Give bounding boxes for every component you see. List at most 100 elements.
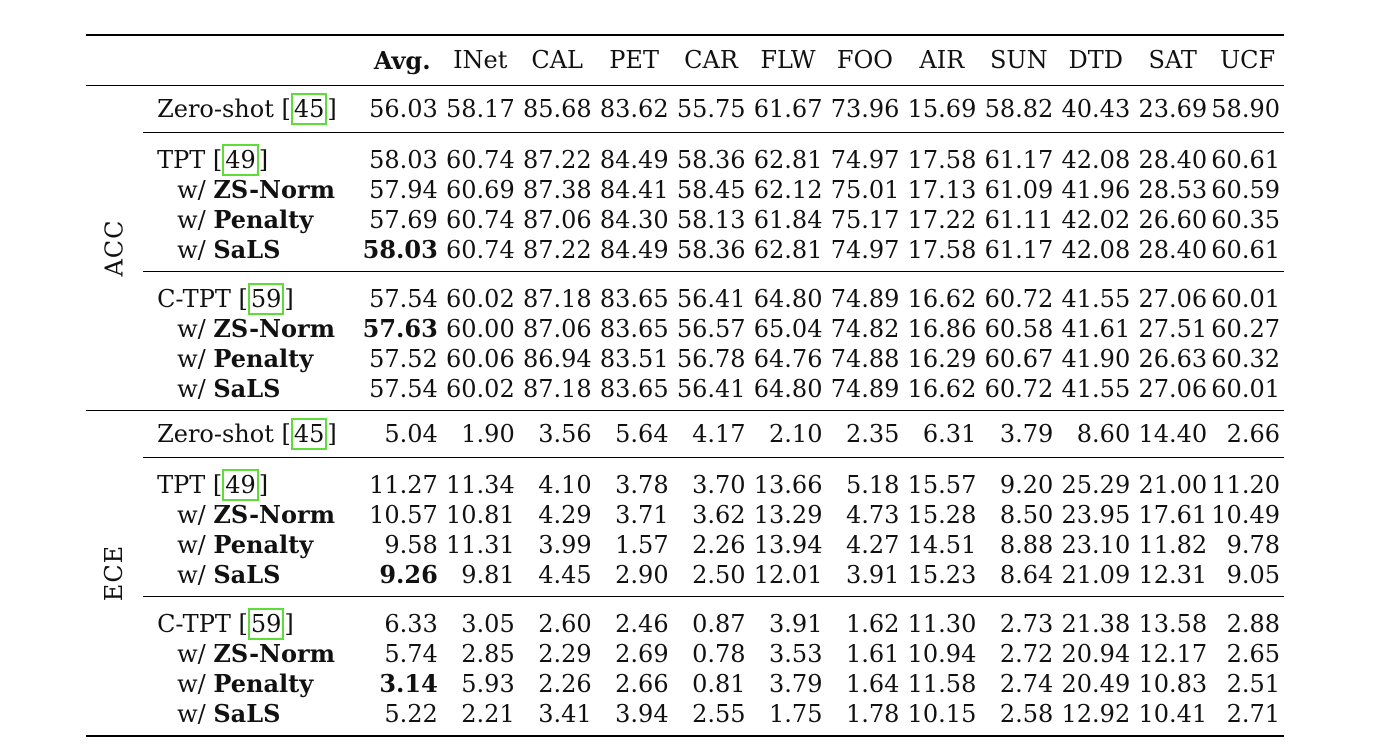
method-label: Zero-shot [45] [157, 92, 337, 125]
value-cell: 87.18 [522, 284, 592, 313]
value-cell: 60.02 [446, 284, 515, 313]
avg-cell: 57.69 [369, 205, 438, 234]
value-cell: 2.35 [845, 419, 900, 448]
value-cell: 56.41 [676, 284, 746, 313]
value-cell: 4.17 [692, 419, 746, 448]
value-cell: 60.72 [984, 284, 1054, 313]
value-cell: 60.02 [446, 374, 515, 403]
value-cell: 2.66 [615, 669, 669, 698]
method-label: w/ ZS-Norm [143, 639, 363, 669]
method-prefix: w/ [177, 206, 206, 234]
method-label: w/ ZS-Norm [143, 500, 363, 530]
value-cell: 17.13 [907, 175, 977, 204]
value-cell: 42.08 [1061, 145, 1131, 174]
value-cell: 4.10 [538, 470, 592, 499]
value-cell: 28.40 [1138, 235, 1208, 264]
results-table: Avg. INet CAL PET CAR FLW FOO AIR SUN DTD SAT UCF A… [86, 34, 1284, 737]
value-cell: 10.41 [1138, 699, 1208, 728]
value-cell: 74.97 [830, 145, 900, 174]
value-cell: 25.29 [1061, 470, 1131, 499]
value-cell: 41.61 [1061, 314, 1131, 343]
method-label: Zero-shot [45] [157, 417, 337, 450]
value-cell: 83.65 [599, 374, 669, 403]
value-cell: 0.87 [692, 609, 746, 638]
value-cell: 15.69 [907, 94, 977, 123]
method-label: w/ ZS-Norm [143, 175, 363, 205]
value-cell: 83.65 [599, 284, 669, 313]
value-cell: 41.90 [1061, 344, 1131, 373]
citation-link[interactable]: 49 [222, 143, 259, 176]
value-cell: 11.20 [1211, 470, 1280, 499]
value-cell: 2.65 [1226, 639, 1280, 668]
value-cell: 12.01 [753, 560, 823, 589]
header-foo: FOO [836, 46, 893, 75]
value-cell: 10.15 [907, 699, 977, 728]
value-cell: 16.29 [907, 344, 977, 373]
header-row: Avg. INet CAL PET CAR FLW FOO AIR SUN DTD SAT UCF [86, 35, 1284, 85]
variant-row: w/ Penalty 9.58 11.31 3.99 1.57 2.26 13.94 4.27… [86, 530, 1284, 560]
value-cell: 56.41 [676, 374, 746, 403]
value-cell: 1.78 [845, 699, 900, 728]
value-cell: 21.09 [1061, 560, 1131, 589]
citation-link[interactable]: 45 [290, 417, 328, 450]
value-cell: 0.78 [692, 639, 746, 668]
value-cell: 3.41 [538, 699, 592, 728]
method-prefix: w/ [177, 700, 206, 728]
value-cell: 13.29 [753, 500, 823, 529]
variant-row: w/ SaLS 58.03 60.74 87.22 84.49 58.36 62.81 74.… [86, 235, 1284, 272]
value-cell: 9.20 [999, 470, 1054, 499]
method-name: SaLS [213, 374, 281, 403]
value-cell: 2.90 [615, 560, 669, 589]
value-cell: 60.74 [446, 205, 515, 234]
value-cell: 12.17 [1138, 639, 1208, 668]
value-cell: 74.97 [830, 235, 900, 264]
citation-link[interactable]: 45 [290, 92, 328, 125]
citation-link[interactable]: 59 [247, 607, 285, 640]
value-cell: 83.51 [599, 344, 669, 373]
value-cell: 14.51 [907, 530, 977, 559]
avg-cell: 58.03 [362, 235, 438, 264]
value-cell: 23.69 [1138, 94, 1208, 123]
value-cell: 2.58 [999, 699, 1054, 728]
value-cell: 83.62 [599, 94, 669, 123]
table-header: Avg. INet CAL PET CAR FLW FOO AIR SUN DTD SAT UCF [86, 35, 1284, 85]
value-cell: 12.92 [1061, 699, 1131, 728]
header-flw: FLW [760, 46, 816, 75]
value-cell: 3.91 [845, 560, 900, 589]
value-cell: 8.60 [1076, 419, 1131, 448]
citation-link[interactable]: 59 [247, 282, 285, 315]
method-label: TPT [49] [157, 143, 269, 176]
method-name: Penalty [213, 205, 314, 234]
value-cell: 60.35 [1211, 205, 1280, 234]
value-cell: 60.06 [446, 344, 515, 373]
value-cell: 13.94 [753, 530, 823, 559]
value-cell: 64.80 [753, 374, 823, 403]
citation-link[interactable]: 49 [222, 468, 259, 501]
value-cell: 3.91 [769, 609, 823, 638]
value-cell: 87.18 [522, 374, 592, 403]
method-label: w/ SaLS [143, 560, 363, 597]
method-name: ZS-Norm [213, 639, 336, 668]
value-cell: 2.73 [999, 609, 1054, 638]
avg-cell: 56.03 [369, 94, 438, 123]
method-prefix: w/ [177, 176, 206, 204]
avg-cell: 5.74 [384, 639, 438, 668]
method-name: Penalty [213, 344, 314, 373]
method-name: Penalty [213, 530, 314, 559]
value-cell: 13.66 [753, 470, 823, 499]
value-cell: 64.76 [753, 344, 823, 373]
header-blank [143, 35, 363, 85]
header-inet: INet [453, 46, 508, 75]
value-cell: 40.43 [1061, 94, 1131, 123]
value-cell: 23.10 [1061, 530, 1131, 559]
value-cell: 28.53 [1138, 175, 1208, 204]
value-cell: 58.13 [676, 205, 746, 234]
value-cell: 60.74 [446, 235, 515, 264]
method-prefix: w/ [177, 236, 206, 264]
value-cell: 4.27 [845, 530, 900, 559]
value-cell: 16.62 [907, 374, 977, 403]
value-cell: 3.62 [692, 500, 746, 529]
value-cell: 60.59 [1211, 175, 1280, 204]
method-prefix: w/ [177, 640, 206, 668]
value-cell: 1.90 [461, 419, 515, 448]
